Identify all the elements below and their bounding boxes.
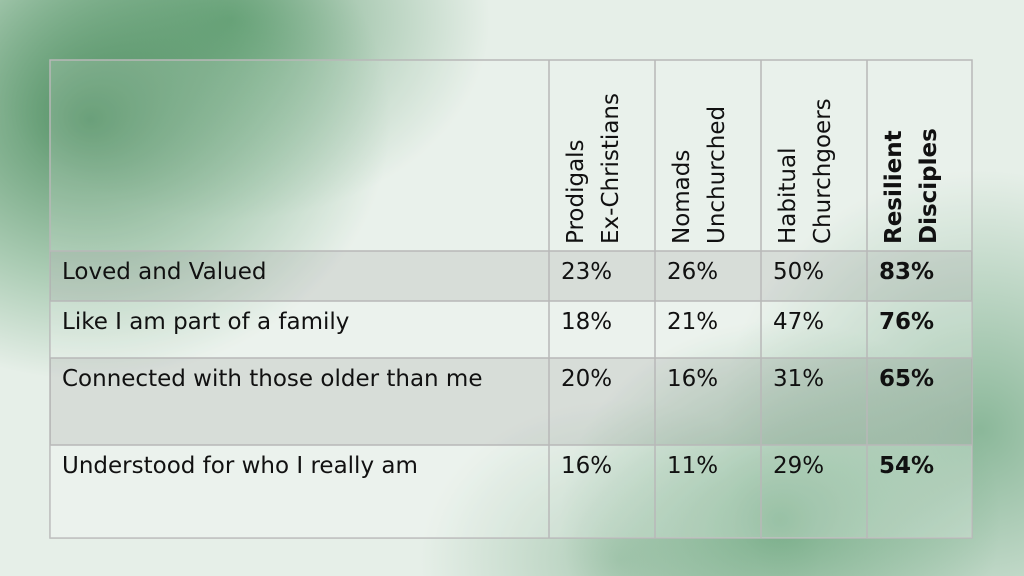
cell-value: 65% bbox=[879, 366, 934, 392]
cell-value: 29% bbox=[773, 453, 824, 479]
cell-value: 54% bbox=[879, 453, 934, 479]
table-frame bbox=[49, 59, 973, 539]
cell-value: 16% bbox=[667, 366, 718, 392]
row-label: Connected with those older than me bbox=[62, 366, 483, 392]
cell-value: 20% bbox=[561, 366, 612, 392]
column-header: Unchurched bbox=[704, 106, 730, 244]
row-label: Loved and Valued bbox=[62, 259, 267, 285]
row-label: Like I am part of a family bbox=[62, 309, 349, 335]
column-header: Prodigals bbox=[563, 139, 589, 244]
row-background bbox=[50, 358, 972, 445]
column-header: Nomads bbox=[669, 150, 695, 244]
row-background bbox=[50, 251, 972, 301]
row-background bbox=[50, 301, 972, 358]
cell-value: 16% bbox=[561, 453, 612, 479]
cell-value: 26% bbox=[667, 259, 718, 285]
table-body: Prodigals Ex-Christians Nomads Unchurched Ha… bbox=[50, 60, 972, 538]
cell-value: 50% bbox=[773, 259, 824, 285]
cell-value: 83% bbox=[879, 259, 934, 285]
column-header: Resilient bbox=[881, 130, 907, 244]
cell-value: 23% bbox=[561, 259, 612, 285]
cell-value: 47% bbox=[773, 309, 824, 335]
column-header: Churchgoers bbox=[810, 98, 836, 244]
column-header: Habitual bbox=[775, 148, 801, 244]
row-background bbox=[50, 445, 972, 538]
cell-value: 21% bbox=[667, 309, 718, 335]
column-header: Ex-Christians bbox=[598, 93, 624, 244]
column-header: Disciples bbox=[916, 128, 942, 244]
cell-value: 76% bbox=[879, 309, 934, 335]
cell-value: 31% bbox=[773, 366, 824, 392]
cell-value: 11% bbox=[667, 453, 718, 479]
cell-value: 18% bbox=[561, 309, 612, 335]
row-label: Understood for who I really am bbox=[62, 453, 418, 479]
